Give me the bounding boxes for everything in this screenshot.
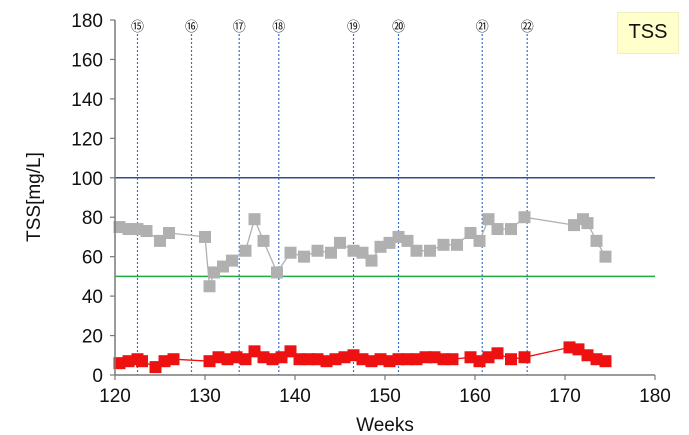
event-markers: ⑮ ⑯ ⑰ ⑱ ⑲ ⑳ ㉑ ㉒ [129,17,536,375]
x-tick-label: 170 [549,386,581,407]
data-point [518,211,531,224]
event-label-bg [270,17,287,34]
x-tick-label: 120 [99,386,131,407]
event-label-bg [183,17,200,34]
data-point [437,238,450,251]
data-point [401,234,414,247]
data-point [248,213,261,226]
event-label-bg [231,17,248,34]
y-tick-label: 40 [82,287,103,308]
data-point [491,223,504,236]
y-tick-label: 140 [71,90,103,111]
data-point [424,244,436,257]
x-axis-title: Weeks [356,415,414,435]
data-point [199,230,211,243]
data-point [298,250,310,263]
data-point [325,246,337,259]
event-label: ⑱ [272,20,285,35]
y-tick-label: 160 [71,50,103,71]
event-label-bg [474,17,491,34]
data-point [482,213,495,226]
event-label: ⑰ [233,20,246,35]
y-tick-label: 20 [82,327,103,348]
data-point [473,234,486,247]
x-tick-label: 130 [189,386,221,407]
tick-labels: 0 20 40 60 80 100 120 140 160 180 120 130 140 150 160 1… [71,11,671,407]
data-point [239,244,252,257]
event-label: ⑮ [131,20,144,35]
event-label: ⑳ [392,20,405,35]
x-tick-label: 160 [459,386,491,407]
event-label-bg [129,17,146,34]
data-point [271,266,283,279]
y-tick-label: 80 [82,208,103,229]
data-point [203,280,216,293]
data-point [257,234,270,247]
y-tick-label: 120 [71,129,103,150]
y-axis-title: TSS[mg/L] [24,152,45,242]
data-point [334,236,346,249]
data-point [505,223,517,236]
data-point [226,254,238,267]
data-point [590,234,603,247]
data-point [163,227,175,239]
data-point [518,351,531,364]
event-label-bg [345,17,362,34]
y-tick-label: 60 [82,248,103,269]
event-label: ㉒ [521,20,534,35]
event-label-bg [390,17,407,34]
data-point [167,353,180,366]
event-label: ⑯ [185,20,198,35]
data-point [311,244,324,257]
data-point [491,347,504,360]
reference-lines [115,177,655,278]
data-point [599,355,612,368]
data-point [410,244,423,257]
data-point [365,254,378,267]
data-point [284,246,297,259]
x-tick-label: 140 [279,386,311,407]
x-tick-label: 150 [369,386,401,407]
data-point [446,353,459,366]
y-tick-label: 180 [71,11,103,32]
data-point [136,355,148,368]
y-tick-label: 0 [92,366,103,387]
axes [114,20,655,376]
data-point [581,217,594,230]
event-label-bg [519,17,536,34]
y-tick-label: 100 [71,169,103,190]
event-label: ⑲ [347,20,360,35]
data-series [113,211,612,374]
x-tick-label: 180 [639,386,671,407]
data-point [140,225,153,238]
data-point [451,238,463,251]
event-label: ㉑ [476,20,489,35]
data-point [599,250,612,263]
data-point [505,353,517,366]
chart-title-box: TSS [617,12,679,54]
chart-title: TSS [628,21,668,43]
